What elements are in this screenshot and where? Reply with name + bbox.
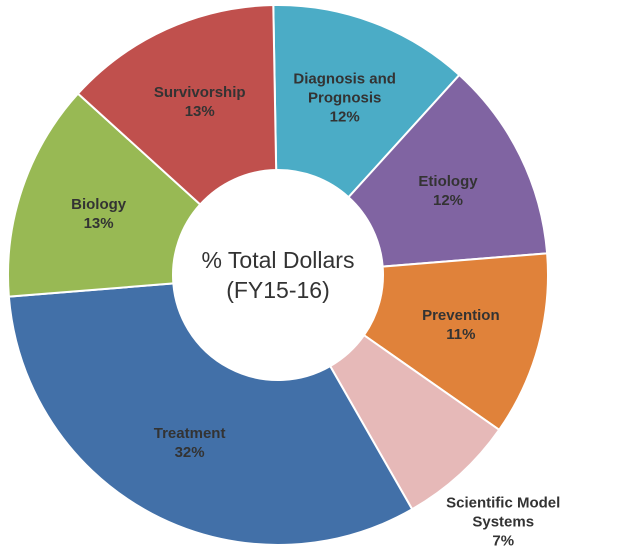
value-label: 12% bbox=[433, 192, 464, 210]
slice bbox=[362, 252, 549, 432]
slice bbox=[7, 92, 202, 298]
slice-label: Scientific Model Systems 7% bbox=[438, 493, 568, 548]
category-label: Survivorship bbox=[153, 84, 246, 102]
slice-label: Diagnosis and Prognosis 12% bbox=[280, 69, 410, 126]
slice-label: Biology 13% bbox=[34, 195, 164, 233]
center-label: % Total Dollars (FY15-16) bbox=[201, 247, 355, 303]
slice-label: Treatment 32% bbox=[125, 424, 255, 462]
slice bbox=[76, 4, 278, 206]
slice-label: Etiology 12% bbox=[383, 172, 513, 210]
value-label: 11% bbox=[446, 325, 476, 343]
slice bbox=[272, 4, 461, 199]
value-label: 12% bbox=[329, 108, 360, 126]
category-label: Etiology bbox=[418, 173, 478, 191]
value-label: 32% bbox=[174, 443, 205, 461]
value-label: 13% bbox=[83, 214, 114, 232]
category-label: Biology bbox=[71, 195, 127, 213]
category-label: Prevention bbox=[422, 306, 500, 324]
slice-label: Prevention 11% bbox=[396, 306, 526, 344]
slice bbox=[7, 282, 414, 546]
slice bbox=[347, 73, 549, 268]
slice-label: Survivorship 13% bbox=[135, 83, 265, 121]
category-label: Treatment bbox=[153, 424, 226, 442]
category-label: Diagnosis and Prognosis bbox=[293, 70, 396, 107]
value-label: 13% bbox=[184, 103, 215, 121]
value-label: 7% bbox=[492, 532, 515, 548]
category-label: Scientific Model Systems bbox=[446, 494, 561, 531]
